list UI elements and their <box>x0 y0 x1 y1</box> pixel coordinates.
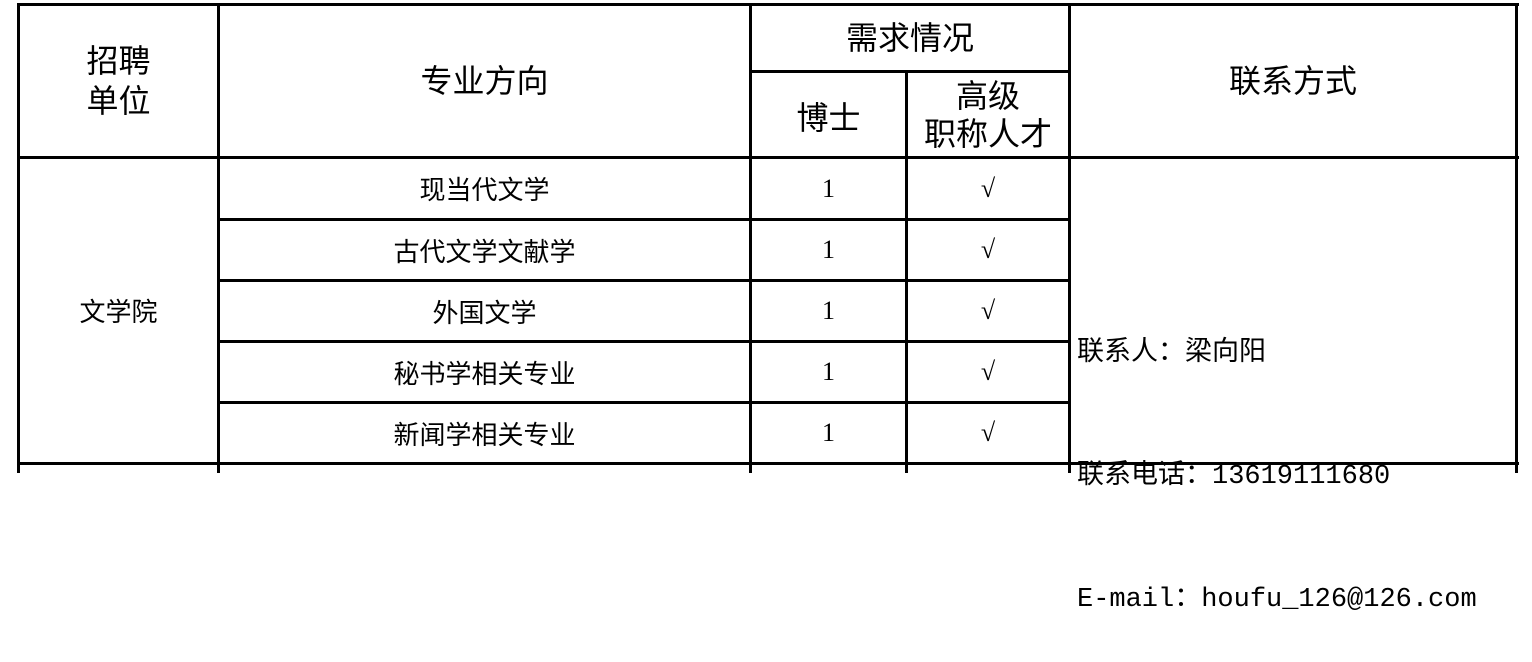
contact-phone: 联系电话：13619111680 <box>1077 462 1391 492</box>
header-phd: 博士 <box>796 99 861 136</box>
phd-cell: 1 <box>822 173 835 203</box>
row-line <box>217 279 1071 282</box>
row-line <box>217 401 1071 404</box>
phd-cell: 1 <box>822 235 835 264</box>
header-unit: 招聘 单位 <box>86 43 151 119</box>
major-cell: 现当代文学 <box>419 176 550 205</box>
senior-cell: √ <box>980 235 996 264</box>
row-line <box>217 218 1071 221</box>
header-senior: 高级 职称人才 <box>923 77 1052 152</box>
header-demand: 需求情况 <box>845 20 974 56</box>
major-cell: 秘书学相关专业 <box>393 359 576 389</box>
col-line <box>217 3 220 473</box>
table-border-top <box>17 3 1519 6</box>
senior-cell: √ <box>980 418 996 447</box>
senior-cell: √ <box>980 296 996 325</box>
major-cell: 古代文学文献学 <box>393 237 576 267</box>
header-major: 专业方向 <box>420 63 549 99</box>
row-line <box>217 340 1071 343</box>
col-line <box>905 71 908 473</box>
group-bottom-line <box>17 462 1519 465</box>
phd-cell: 1 <box>822 418 835 447</box>
row-line <box>749 70 1071 73</box>
contact-person: 联系人：梁向阳 <box>1077 339 1266 369</box>
phd-cell: 1 <box>822 357 835 386</box>
col-line <box>749 3 752 473</box>
table-border-left <box>17 3 20 473</box>
table-border-right <box>1515 3 1518 473</box>
header-bottom-line <box>17 156 1519 159</box>
contact-email: E-mail：houfu_126@126.com <box>1077 585 1477 615</box>
header-contact: 联系方式 <box>1228 63 1357 99</box>
phd-cell: 1 <box>822 296 835 325</box>
contact-info: 联系人：梁向阳 联系电话：13619111680 E-mail：houfu_12… <box>1077 252 1477 662</box>
unit-cell: 文学院 <box>79 298 158 327</box>
major-cell: 新闻学相关专业 <box>393 420 576 450</box>
senior-cell: √ <box>980 357 996 386</box>
col-line <box>1068 3 1071 473</box>
senior-cell: √ <box>980 173 996 203</box>
major-cell: 外国文学 <box>432 298 537 328</box>
